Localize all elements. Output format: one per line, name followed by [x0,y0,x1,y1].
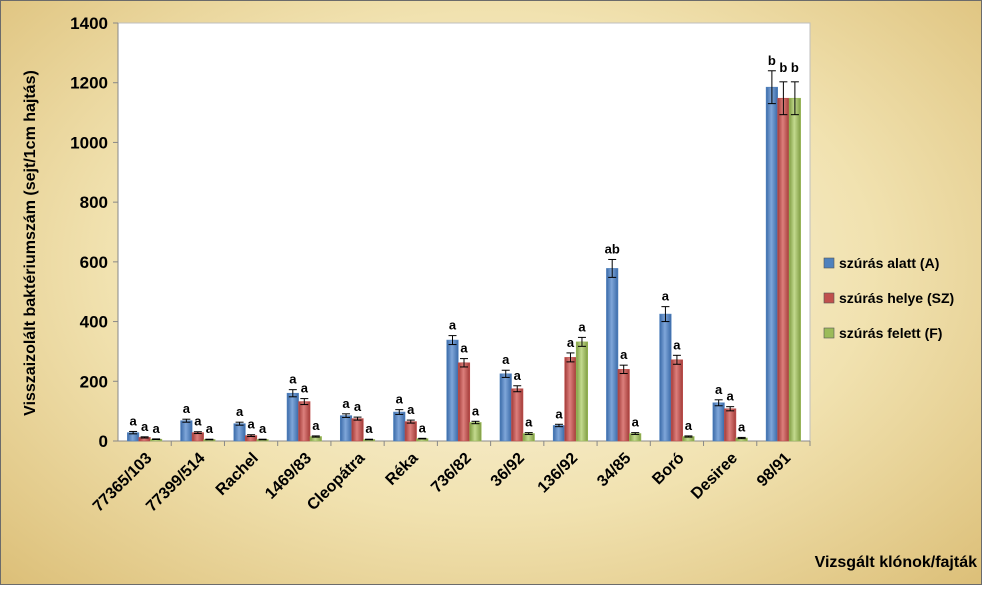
significance-label: a [449,318,457,333]
bar [233,423,246,442]
bar [617,369,630,442]
significance-label: a [194,414,202,429]
significance-label: a [620,347,628,362]
y-tick-label: 200 [80,372,108,391]
bar [777,97,790,442]
bar [446,339,459,442]
significance-label: a [152,421,160,436]
bar [286,392,299,442]
significance-label: a [247,417,255,432]
y-tick-label: 1200 [70,74,108,93]
significance-label: a [183,401,191,416]
bar [339,415,353,442]
x-tick-label: 1469/83 [262,450,315,503]
bar [499,373,512,442]
legend-label: szúrás felett (F) [839,325,942,341]
y-tick-label: 400 [80,313,108,332]
bar [670,359,683,442]
significance-label: a [727,389,735,404]
significance-label: ab [605,241,620,256]
significance-label: a [662,289,670,304]
significance-label: a [141,419,149,434]
significance-label: b [768,53,776,68]
bar [469,422,482,442]
significance-label: a [342,396,350,411]
bar [180,420,193,442]
x-tick-label: Cleopátra [304,450,368,514]
significance-label: a [632,415,640,430]
x-tick-label: 736/82 [428,450,475,497]
x-tick-label: 136/92 [535,450,582,497]
x-tick-label: Desiree [688,450,741,503]
significance-label: a [738,419,746,434]
bar [457,362,471,442]
bar [393,411,406,442]
significance-label: a [685,418,693,433]
legend-swatch [823,327,835,339]
bar [564,357,577,442]
significance-label: a [236,404,244,419]
x-axis-title: Vizsgált klónok/fajták [815,554,978,571]
x-tick-label: 98/91 [754,450,794,490]
y-tick-label: 600 [80,253,108,272]
significance-label: a [396,392,404,407]
significance-label: a [365,421,373,436]
x-tick-label: 36/92 [488,450,528,490]
bar [511,388,524,442]
bar [404,421,417,442]
significance-label: a [301,381,309,396]
significance-label: a [460,341,468,356]
significance-label: a [419,420,427,435]
significance-label: b [791,60,799,75]
x-tick-label: 34/85 [594,450,634,490]
bar [575,341,589,442]
significance-label: a [354,399,362,414]
bar [724,408,737,442]
significance-label: a [289,372,297,387]
y-tick-label: 800 [80,193,108,212]
significance-label: a [555,406,563,421]
significance-label: a [407,402,415,417]
bar [712,402,725,442]
bar [788,97,801,442]
significance-label: a [129,413,137,428]
significance-label: a [312,418,320,433]
bar [552,425,566,442]
bar [765,86,778,442]
y-tick-label: 1400 [70,14,108,33]
legend-swatch [823,292,835,304]
y-axis-title: Visszaizolált baktériumszám (sejt/1cm ha… [22,70,39,416]
significance-label: a [472,403,480,418]
x-tick-label: Réka [383,450,422,489]
bar [351,418,364,442]
significance-label: a [502,352,510,367]
significance-label: a [525,415,533,430]
x-tick-label: Boró [649,450,688,489]
legend-swatch [823,257,835,269]
legend-label: szúrás alatt (A) [839,255,939,271]
bar [659,313,672,442]
bar [298,401,311,442]
significance-label: a [673,337,681,352]
significance-label: b [779,60,787,75]
y-tick-label: 1000 [70,133,108,152]
significance-label: a [567,335,575,350]
significance-label: a [259,421,267,436]
legend-label: szúrás helye (SZ) [839,290,954,306]
significance-label: a [715,382,723,397]
significance-label: a [578,319,586,334]
significance-label: a [514,368,522,383]
significance-label: a [206,421,214,436]
y-tick-label: 0 [99,432,108,451]
x-tick-label: Rachel [213,450,262,499]
bar [606,268,619,442]
